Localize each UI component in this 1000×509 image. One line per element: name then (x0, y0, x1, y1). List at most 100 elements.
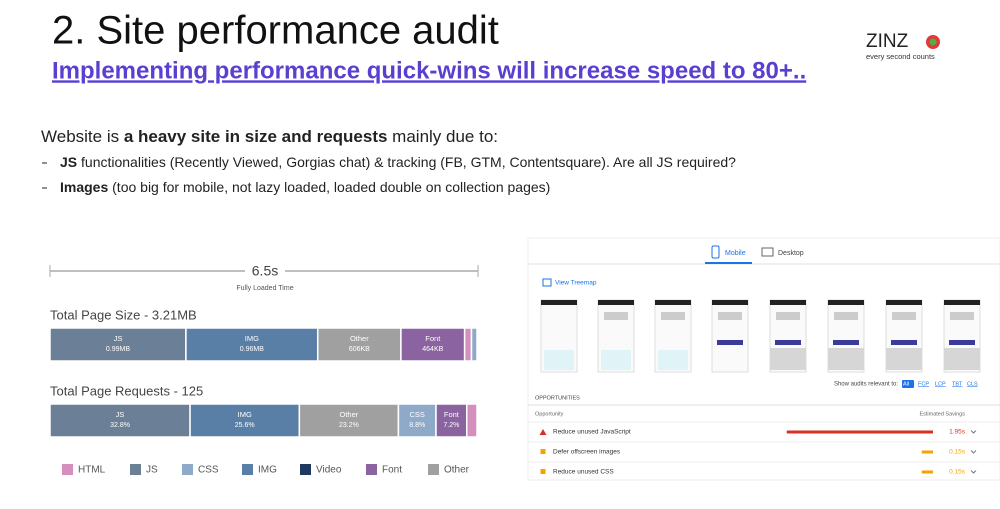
bar-segment (185, 327, 319, 362)
bar-segment (470, 327, 478, 362)
title: 2. Site performance audit (52, 9, 499, 53)
bold-run: JS (60, 154, 77, 170)
warn-icon (540, 449, 546, 454)
filter-chip: FCP (918, 381, 929, 387)
filter-label: Show audits relevant to: (834, 382, 898, 388)
desktop-icon (761, 247, 774, 257)
segment-value: 25.6% (235, 422, 255, 429)
segment-value: 0.96MB (240, 346, 264, 353)
savings-bar (786, 430, 933, 434)
frame-header (598, 300, 634, 305)
text-run: functionalities (Recently Viewed, Gorgia… (77, 154, 736, 170)
filter-chip: CLS (967, 381, 978, 387)
segment-value: 606KB (349, 346, 370, 353)
frame-content (776, 312, 800, 320)
chart-title: Total Page Requests - 125 (50, 383, 203, 398)
legend-label: CSS (198, 465, 219, 476)
segment-value: 7.2% (443, 422, 459, 429)
bold-run: a heavy site in size and requests (124, 127, 388, 146)
bar-segment (49, 327, 187, 362)
savings-label: 0.15s (949, 469, 966, 476)
frame-header (770, 300, 806, 305)
bar-segment (316, 327, 402, 362)
segment-label: Font (444, 410, 460, 419)
filter-chip: LCP (935, 381, 946, 387)
segment-value: 23.2% (339, 422, 359, 429)
frame-header (828, 300, 864, 305)
frame-image (944, 348, 980, 370)
legend-swatch (62, 464, 73, 475)
logo: ZINZ (866, 31, 909, 52)
text-run: Website is (41, 127, 124, 146)
savings-label: 1.95s (949, 429, 966, 436)
segment-value: 0.99MB (106, 346, 130, 353)
logo-icon (926, 35, 940, 49)
legend-swatch (242, 464, 253, 475)
fail-icon (539, 429, 547, 435)
savings-label: 0.15s (949, 449, 966, 456)
frame-button (775, 340, 801, 345)
segment-label: Other (350, 334, 369, 343)
segment-label: Other (340, 410, 359, 419)
subtitle: Implementing performance quick-wins will… (52, 57, 806, 84)
bar-segment (466, 403, 478, 438)
frame-content (834, 312, 858, 320)
segment-value: 8.8% (409, 422, 425, 429)
tab: Desktop (778, 250, 804, 257)
segment-label: CSS (410, 410, 425, 419)
legend-swatch (182, 464, 193, 475)
text-line: JS functionalities (Recently Viewed, Gor… (60, 154, 736, 170)
segment-label: Font (425, 334, 441, 343)
segment-label: JS (116, 410, 125, 419)
chart-title: Total Page Size - 3.21MB (50, 307, 197, 322)
warn-icon (540, 469, 546, 474)
legend-swatch (130, 464, 141, 475)
bar-segment (463, 327, 473, 362)
segment-label: IMG (238, 410, 252, 419)
frame-block (658, 350, 688, 370)
frame-content (950, 312, 974, 320)
bar-segment (400, 327, 466, 362)
legend-swatch (366, 464, 377, 475)
tab: Mobile (725, 250, 746, 257)
filter-chip-bg (902, 380, 914, 388)
frame-button (833, 340, 859, 345)
savings-bar (921, 470, 933, 474)
frame-content (718, 312, 742, 320)
legend-label: IMG (258, 465, 277, 476)
frame-header (712, 300, 748, 305)
legend-label: HTML (78, 465, 106, 476)
text-line: Website is a heavy site in size and requ… (41, 127, 498, 146)
logo-tagline: every second counts (866, 52, 935, 61)
frame-image (770, 348, 806, 370)
legend-label: JS (146, 465, 158, 476)
savings-bar (921, 450, 933, 454)
frame-block (601, 350, 631, 370)
bar-segment (397, 403, 437, 438)
segment-label: IMG (245, 334, 259, 343)
frame-header (886, 300, 922, 305)
legend-label: Other (444, 465, 470, 476)
legend-swatch (300, 464, 311, 475)
treemap-link: View Treemap (555, 280, 597, 287)
text-run: (too big for mobile, not lazy loaded, lo… (108, 179, 550, 195)
col-header: Opportunity (535, 411, 564, 417)
text-line: Images (too big for mobile, not lazy loa… (60, 179, 550, 195)
frame-button (717, 340, 743, 345)
legend-swatch (428, 464, 439, 475)
filter-chip: All (903, 381, 909, 387)
row-title: Defer offscreen images (553, 449, 621, 456)
text-run: mainly due to: (387, 127, 498, 146)
timeline-bg (245, 262, 285, 280)
segment-value: 464KB (422, 346, 443, 353)
frame-header (944, 300, 980, 305)
frame-button (891, 340, 917, 345)
bar-segment (298, 403, 400, 438)
legend-label: Font (382, 465, 402, 476)
col-header: Estimated Savings (919, 411, 965, 417)
row-title: Reduce unused JavaScript (553, 429, 631, 436)
legend-label: Video (316, 465, 342, 476)
chevron (970, 430, 977, 434)
frame-header (655, 300, 691, 305)
